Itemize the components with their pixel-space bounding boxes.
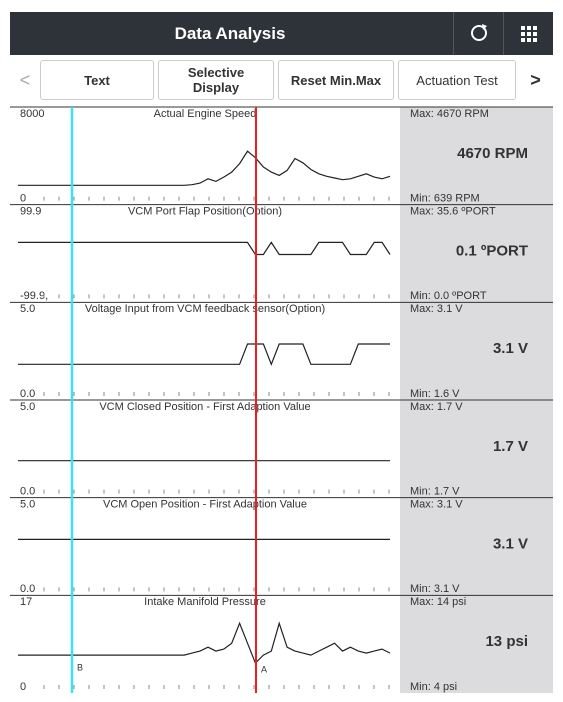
y-tick-label: 99.9: [20, 206, 41, 218]
panel-title: VCM Open Position - First Adaption Value: [103, 499, 307, 511]
value-panel-bg: [400, 107, 553, 693]
y-tick-label: 5.0: [20, 303, 35, 315]
y-tick-label: 0.0: [20, 388, 35, 400]
current-value: 13 psi: [485, 633, 528, 650]
panel-title: Intake Manifold Pressure: [144, 596, 266, 608]
y-tick-label: 0.0: [20, 583, 35, 595]
min-label: Min: 1.6 V: [410, 388, 460, 400]
panel-title: Actual Engine Speed: [154, 108, 257, 120]
max-label: Max: 1.7 V: [410, 401, 463, 413]
cursor-a-label: A: [261, 664, 267, 674]
refresh-icon: [471, 24, 487, 41]
min-label: Min: 1.7 V: [410, 486, 460, 498]
grid-icon: [521, 26, 537, 42]
panel-title: VCM Port Flap Position(Option): [128, 206, 282, 218]
cursor-b-label: B: [77, 662, 83, 672]
current-value: 3.1 V: [493, 535, 528, 552]
y-tick-label: 5.0: [20, 499, 35, 511]
max-label: Max: 3.1 V: [410, 303, 463, 315]
reset-button[interactable]: Reset Min.Max: [278, 60, 394, 100]
panel-title: Voltage Input from VCM feedback sensor(O…: [85, 303, 325, 315]
max-label: Max: 3.1 V: [410, 499, 463, 511]
max-label: Max: 14 psi: [410, 596, 466, 608]
max-label: Max: 35.6 ºPORT: [410, 206, 496, 218]
panel-title: VCM Closed Position - First Adaption Val…: [99, 401, 310, 413]
y-tick-label: 0: [20, 193, 26, 205]
y-tick-label: -99.9,: [20, 290, 48, 302]
min-label: Min: 3.1 V: [410, 583, 460, 595]
current-value: 4670 RPM: [457, 145, 528, 162]
max-label: Max: 4670 RPM: [410, 108, 489, 120]
min-label: Min: 4 psi: [410, 681, 457, 693]
y-tick-label: 8000: [20, 108, 44, 120]
y-tick-label: 0: [20, 681, 26, 693]
y-tick-label: 17: [20, 596, 32, 608]
text-button[interactable]: Text: [40, 60, 154, 100]
trace-line: [18, 621, 391, 665]
y-tick-label: 0.0: [20, 486, 35, 498]
selective-display-button[interactable]: Selective Display: [158, 60, 274, 100]
min-label: Min: 0.0 ºPORT: [410, 290, 487, 302]
trace-line: [18, 150, 391, 186]
header: Data Analysis: [10, 12, 553, 55]
actuation-test-button[interactable]: Actuation Test: [398, 60, 516, 100]
header-title: Data Analysis: [174, 24, 286, 43]
current-value: 0.1 ºPORT: [456, 242, 528, 259]
next-button[interactable]: >: [518, 60, 553, 100]
trace-line: [18, 343, 390, 366]
trace-line: [18, 241, 391, 256]
current-value: 3.1 V: [493, 340, 528, 357]
min-label: Min: 639 RPM: [410, 193, 480, 205]
grid-button[interactable]: [503, 12, 554, 55]
prev-button[interactable]: <: [10, 60, 40, 100]
y-tick-label: 5.0: [20, 401, 35, 413]
current-value: 1.7 V: [493, 438, 528, 455]
refresh-button[interactable]: [453, 12, 504, 55]
